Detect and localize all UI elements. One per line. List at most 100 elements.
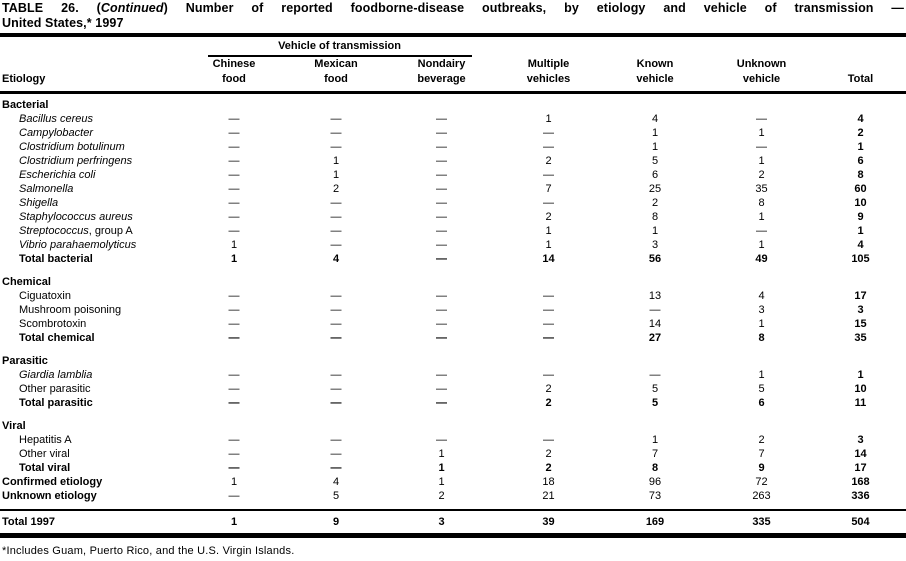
cell: 2 — [758, 168, 765, 181]
cell: — — [228, 396, 240, 409]
grand-total-row: Total 1997 1 9 3 39 169 335 504 — [0, 509, 906, 538]
cell: 7 — [758, 447, 765, 460]
row-label: Vibrio parahaemolyticus — [0, 238, 184, 252]
table-row: Ciguatoxin — — — — 13 4 17 — [0, 289, 906, 303]
cell: 1 — [184, 509, 284, 538]
cell: 4 — [332, 475, 340, 488]
column-header-total: Total — [815, 57, 906, 94]
table-row: Other viral — — 1 2 7 7 14 — [0, 447, 906, 461]
cell: 1 — [758, 126, 765, 139]
cell: — — [330, 289, 342, 302]
cell: 5 — [332, 489, 340, 502]
cell: 73 — [648, 489, 662, 502]
cell: 35 — [755, 182, 768, 195]
cell: — — [228, 196, 240, 209]
cell: — — [543, 289, 554, 302]
row-label: Other parasitic — [0, 382, 184, 396]
cell: 4 — [857, 238, 864, 251]
title-suffix: ) Number of reported foodborne-disease o… — [163, 1, 904, 15]
cell: 5 — [758, 382, 765, 395]
section-header-row: Bacterial — [0, 93, 906, 113]
cell: — — [330, 112, 342, 125]
row-label-text: Other parasitic — [19, 382, 91, 395]
cell: 60 — [854, 182, 867, 195]
cell: 1 — [438, 461, 445, 474]
cell: — — [543, 317, 554, 330]
row-label-text: Total chemical — [19, 331, 95, 344]
cell: — — [228, 168, 240, 181]
table-row: Bacillus cereus — — — 1 4 — 4 — [0, 112, 906, 126]
cell: 2 — [857, 126, 864, 139]
column-header-line1: Chinese — [212, 58, 256, 70]
row-label: Salmonella — [0, 182, 184, 196]
cell: — — [330, 196, 342, 209]
column-header-line2: vehicle — [636, 73, 674, 85]
table-row: Escherichia coli — 1 — — 6 2 8 — [0, 168, 906, 182]
row-label-text: Hepatitis A — [19, 433, 72, 446]
cell: 35 — [854, 331, 867, 344]
cell: — — [228, 331, 240, 344]
table-title-line2: United States,* 1997 — [2, 16, 124, 30]
cell: — — [543, 303, 554, 316]
cell: 4 — [857, 112, 864, 125]
cell: 1 — [438, 447, 445, 460]
cell: 1 — [758, 154, 765, 167]
title-prefix: TABLE 26. ( — [2, 1, 101, 15]
row-label-text: Salmonella — [19, 182, 74, 195]
cell: 56 — [648, 252, 662, 265]
cell: 18 — [542, 475, 555, 488]
table-header: Vehicle of transmission Etiology Chinese… — [0, 40, 906, 94]
cell: 6 — [758, 396, 765, 409]
row-label: Hepatitis A — [0, 433, 184, 447]
table-title: TABLE 26. (Continued) Number of reported… — [0, 0, 906, 37]
outbreaks-table: Vehicle of transmission Etiology Chinese… — [0, 40, 906, 538]
column-header-line1: Known — [636, 58, 674, 70]
cell: 5 — [651, 396, 659, 409]
cell: 8 — [758, 196, 765, 209]
row-label: Ciguatoxin — [0, 289, 184, 303]
cell: — — [330, 126, 342, 139]
row-label: Other viral — [0, 447, 184, 461]
cell: — — [330, 433, 342, 446]
cell: 1 — [857, 140, 864, 153]
row-label-text: Clostridium botulinum — [19, 140, 125, 153]
cell: 14 — [648, 317, 662, 330]
cell: 3 — [857, 433, 864, 446]
row-label: Total bacterial — [0, 252, 184, 266]
row-label-text: Confirmed etiology — [2, 475, 103, 488]
cell: 2 — [438, 489, 445, 502]
cell: — — [330, 382, 342, 395]
row-label-text: Total parasitic — [19, 396, 93, 409]
table-row: Vibrio parahaemolyticus 1 — — 1 3 1 4 — [0, 238, 906, 252]
cell: — — [228, 126, 240, 139]
cell: — — [436, 112, 447, 125]
footnote: *Includes Guam, Puerto Rico, and the U.S… — [2, 545, 295, 557]
cell: 2 — [332, 182, 340, 195]
row-label: Clostridium botulinum — [0, 140, 184, 154]
row-label: Confirmed etiology — [0, 475, 184, 489]
column-header-multiple-vehicles: Multiple vehicles — [495, 57, 602, 94]
row-label-text: Mushroom poisoning — [19, 303, 122, 316]
row-label: Total 1997 — [0, 509, 184, 538]
spanner-label: Vehicle of transmission — [207, 40, 472, 57]
spanner-row: Vehicle of transmission — [0, 40, 906, 57]
row-label: Mushroom poisoning — [0, 303, 184, 317]
cell: 1 — [651, 126, 659, 139]
cell: — — [543, 126, 554, 139]
cell: 5 — [651, 154, 659, 167]
cell: — — [436, 303, 447, 316]
cell: 1 — [545, 238, 552, 251]
cell: 13 — [648, 289, 662, 302]
cell: 336 — [851, 489, 870, 502]
row-label-text: Shigella — [19, 196, 59, 209]
cell: 7 — [545, 182, 552, 195]
table-row: Total chemical — — — — 27 8 35 — [0, 331, 906, 345]
cell: 335 — [708, 509, 815, 538]
row-label-text: Other viral — [19, 447, 70, 460]
summary-row: Confirmed etiology 1 4 1 18 96 72 168 — [0, 475, 906, 489]
cell: 5 — [651, 382, 659, 395]
column-header-line1: Multiple — [527, 58, 570, 70]
spanner-spacer-left — [0, 40, 184, 57]
row-label: Total chemical — [0, 331, 184, 345]
row-label-text: Total bacterial — [19, 252, 93, 265]
